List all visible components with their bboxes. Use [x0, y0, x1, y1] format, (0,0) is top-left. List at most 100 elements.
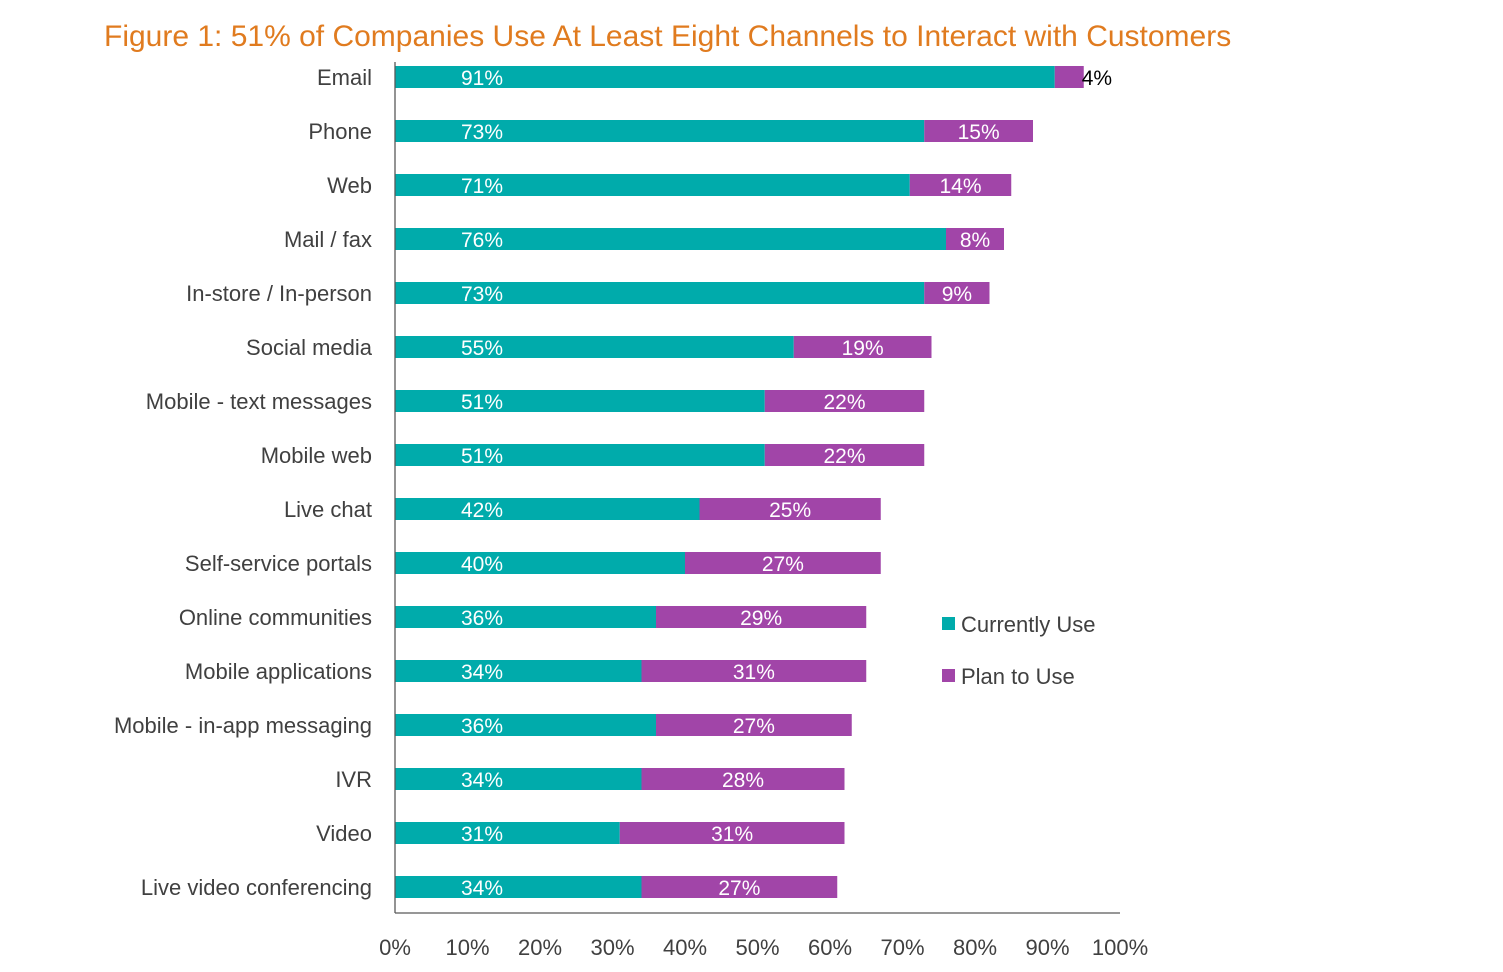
- bar-currently-use: [395, 336, 794, 358]
- x-tick-label: 60%: [808, 935, 852, 960]
- chart-title: Figure 1: 51% of Companies Use At Least …: [104, 20, 1232, 53]
- bar-plan-to-use: [641, 768, 845, 790]
- axes-group: [394, 62, 1120, 914]
- bar-plan-to-use: [1054, 66, 1084, 88]
- bar-currently-use: [395, 714, 656, 736]
- bar-plan-to-use: [909, 174, 1012, 196]
- bar-plan-to-use: [641, 660, 867, 682]
- data-label-plan-to-use: 25%: [769, 499, 811, 522]
- bar-currently-use: [395, 768, 642, 790]
- bar-currently-use: [395, 606, 656, 628]
- bar-currently-use: [395, 120, 925, 142]
- bar-plan-to-use: [699, 498, 881, 520]
- data-label-currently-use: 73%: [461, 121, 503, 144]
- data-label-currently-use: 73%: [461, 283, 503, 306]
- x-tick-label: 50%: [735, 935, 779, 960]
- data-label-currently-use: 42%: [461, 499, 503, 522]
- data-label-currently-use: 34%: [461, 661, 503, 684]
- data-label-plan-to-use: 31%: [733, 661, 775, 684]
- category-label: Mail / fax: [284, 227, 372, 252]
- category-label: Social media: [246, 335, 373, 360]
- data-label-plan-to-use: 9%: [942, 283, 972, 306]
- x-tick-label: 40%: [663, 935, 707, 960]
- data-label-plan-to-use: 19%: [842, 337, 884, 360]
- category-label: Phone: [308, 119, 372, 144]
- category-label: Self-service portals: [185, 551, 372, 576]
- bar-currently-use: [395, 552, 685, 574]
- data-label-plan-to-use: 14%: [939, 175, 981, 198]
- data-label-plan-to-use: 27%: [762, 553, 804, 576]
- data-label-currently-use: 40%: [461, 553, 503, 576]
- data-label-plan-to-use: 8%: [960, 229, 990, 252]
- bar-currently-use: [395, 822, 620, 844]
- bar-plan-to-use: [685, 552, 881, 574]
- bar-plan-to-use: [793, 336, 932, 358]
- x-tick-label: 10%: [445, 935, 489, 960]
- data-label-currently-use: 34%: [461, 769, 503, 792]
- bar-plan-to-use: [656, 714, 852, 736]
- category-label: Mobile applications: [185, 659, 372, 684]
- bar-currently-use: [395, 174, 910, 196]
- bar-currently-use: [395, 228, 946, 250]
- x-tick-label: 0%: [379, 935, 411, 960]
- legend-swatch: [942, 617, 955, 630]
- category-label: Mobile - text messages: [146, 389, 372, 414]
- x-tick-labels-group: 0% 10% 20% 30% 40% 50% 60% 70% 80% 90% 100%: [379, 935, 1148, 960]
- category-label: Mobile - in-app messaging: [114, 713, 372, 738]
- data-label-currently-use: 51%: [461, 445, 503, 468]
- bar-currently-use: [395, 498, 700, 520]
- bar-currently-use: [395, 876, 642, 898]
- data-label-plan-to-use: 27%: [718, 877, 760, 900]
- data-label-currently-use: 76%: [461, 229, 503, 252]
- bar-plan-to-use: [764, 390, 925, 412]
- bar-currently-use: [395, 66, 1055, 88]
- data-label-currently-use: 36%: [461, 715, 503, 738]
- legend-swatch: [942, 669, 955, 682]
- bar-plan-to-use: [946, 228, 1004, 250]
- data-label-currently-use: 34%: [461, 877, 503, 900]
- x-tick-label: 30%: [590, 935, 634, 960]
- x-tick-label: 90%: [1025, 935, 1069, 960]
- legend-label: Plan to Use: [961, 664, 1075, 689]
- category-label: Web: [327, 173, 372, 198]
- category-label: IVR: [335, 767, 372, 792]
- x-tick-label: 70%: [880, 935, 924, 960]
- legend: Currently Use Plan to Use: [942, 612, 1095, 689]
- bar-currently-use: [395, 444, 765, 466]
- data-label-currently-use: 91%: [461, 67, 503, 90]
- bar-plan-to-use: [619, 822, 845, 844]
- category-labels-group: Email Phone Web Mail / fax In-store / In-per…: [114, 65, 373, 900]
- category-label: Live chat: [284, 497, 372, 522]
- data-label-plan-to-use: 22%: [823, 445, 865, 468]
- data-label-currently-use: 71%: [461, 175, 503, 198]
- data-label-plan-to-use: 29%: [740, 607, 782, 630]
- bar-currently-use: [395, 660, 642, 682]
- bar-currently-use: [395, 390, 765, 412]
- legend-label: Currently Use: [961, 612, 1095, 637]
- category-label: Video: [316, 821, 372, 846]
- bar-plan-to-use: [764, 444, 925, 466]
- data-label-plan-to-use: 15%: [958, 121, 1000, 144]
- x-tick-label: 20%: [518, 935, 562, 960]
- x-tick-label: 80%: [953, 935, 997, 960]
- data-label-currently-use: 36%: [461, 607, 503, 630]
- category-label: Live video conferencing: [141, 875, 372, 900]
- data-label-plan-to-use: 4%: [1082, 67, 1112, 90]
- data-label-currently-use: 31%: [461, 823, 503, 846]
- bar-currently-use: [395, 282, 925, 304]
- bar-plan-to-use: [656, 606, 867, 628]
- data-label-plan-to-use: 22%: [823, 391, 865, 414]
- category-label: Online communities: [179, 605, 372, 630]
- category-label: Email: [317, 65, 372, 90]
- category-label: In-store / In-person: [186, 281, 372, 306]
- bar-plan-to-use: [641, 876, 838, 898]
- data-label-plan-to-use: 28%: [722, 769, 764, 792]
- data-label-plan-to-use: 31%: [711, 823, 753, 846]
- data-label-currently-use: 51%: [461, 391, 503, 414]
- category-label: Mobile web: [261, 443, 372, 468]
- x-tick-label: 100%: [1092, 935, 1148, 960]
- bars-group: 91% 4% 73% 15% 71% 14% 76% 8% 73% 9% 55% 19% 51% 22% 5…: [395, 66, 1112, 900]
- data-label-plan-to-use: 27%: [733, 715, 775, 738]
- bar-plan-to-use: [924, 120, 1033, 142]
